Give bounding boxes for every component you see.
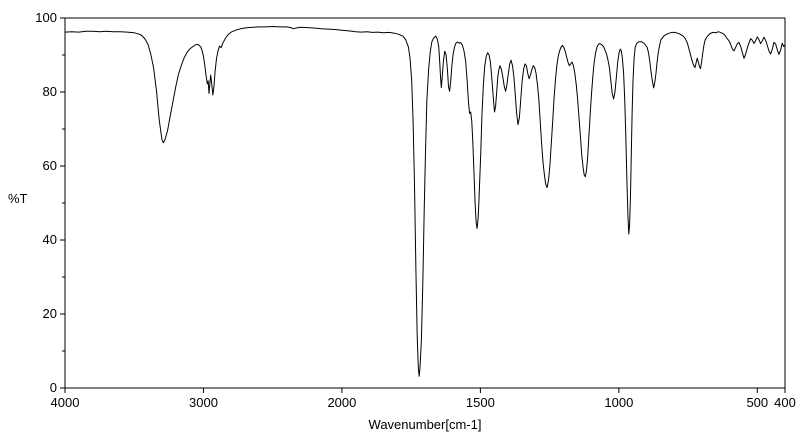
- y-axis-title: %T: [8, 191, 28, 206]
- axis-ticks: [60, 17, 786, 393]
- x-tick-label: 1000: [604, 395, 633, 410]
- x-tick-label: 1500: [466, 395, 495, 410]
- y-tick-label: 60: [43, 158, 57, 173]
- x-tick-label: 4000: [51, 395, 80, 410]
- plot-frame: [64, 17, 786, 389]
- x-tick-label: 500: [746, 395, 768, 410]
- x-tick-label: 2000: [327, 395, 356, 410]
- x-tick-label: 400: [774, 395, 796, 410]
- x-axis-title: Wavenumber[cm-1]: [369, 417, 482, 432]
- y-tick-label: 100: [35, 10, 57, 25]
- x-tick-label: 3000: [189, 395, 218, 410]
- y-tick-label: 80: [43, 84, 57, 99]
- spectrum-curve: [64, 26, 786, 377]
- y-tick-label: 20: [43, 306, 57, 321]
- y-tick-label: 40: [43, 232, 57, 247]
- y-tick-label: 0: [50, 380, 57, 395]
